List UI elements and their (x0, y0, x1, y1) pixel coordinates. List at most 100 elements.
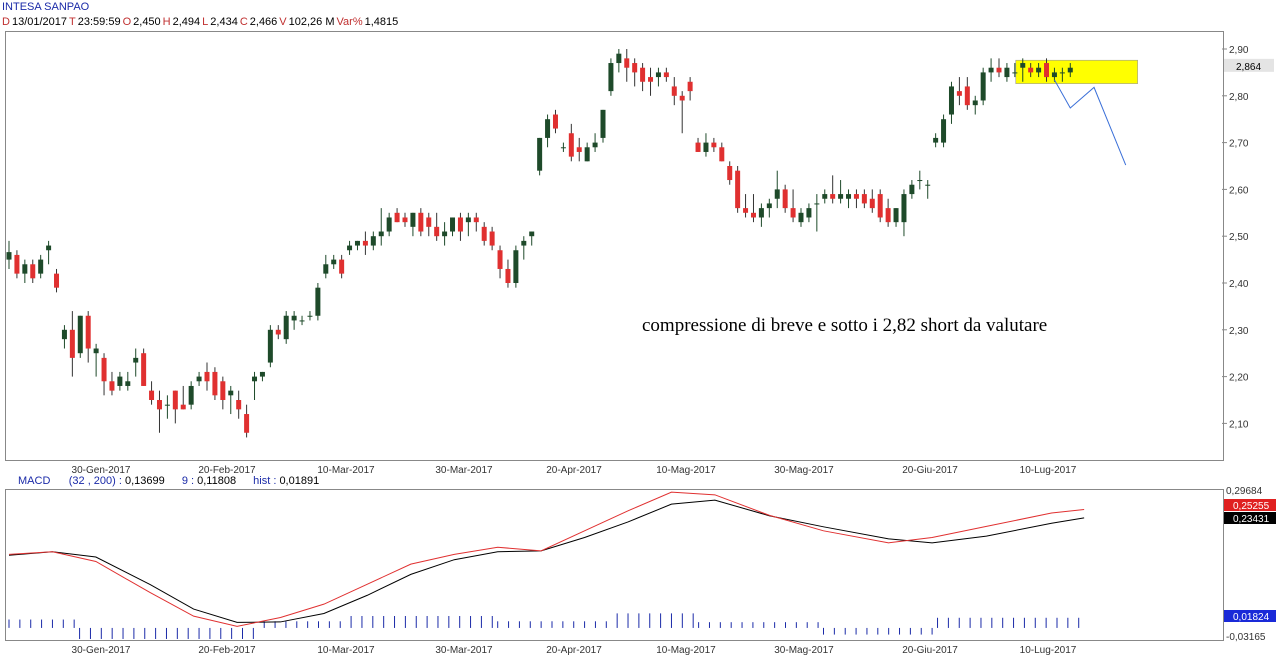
candle-body (77, 315, 83, 354)
candle (568, 123, 574, 162)
x-date-label: 20-Giu-2017 (902, 645, 958, 656)
candle-body (552, 114, 558, 129)
candle (830, 175, 836, 204)
candle-body (212, 371, 218, 396)
candle-body (972, 100, 978, 106)
candle (814, 194, 820, 232)
candle (679, 91, 685, 134)
candle-body (220, 381, 226, 400)
candle (6, 240, 12, 269)
y-tick-label: 2,10 (1229, 419, 1249, 430)
candle-body (632, 63, 638, 73)
ohlc-value-6: 102,26 M (288, 16, 335, 28)
candle (576, 137, 582, 162)
ohlc-key-3: H (162, 16, 171, 28)
macd-y-tick-label: -0,03165 (1226, 632, 1266, 643)
candle (521, 236, 527, 260)
candle (172, 390, 178, 424)
candle-body (410, 212, 416, 227)
candle (38, 254, 44, 279)
candle-body (838, 194, 844, 199)
candle-body (774, 189, 780, 199)
candle-body (442, 231, 448, 237)
candle (972, 95, 978, 115)
candle-body (980, 72, 986, 101)
candle-body (869, 198, 875, 209)
candle-body (481, 226, 487, 241)
macd-chart-panel[interactable] (5, 489, 1224, 641)
candle-body (917, 180, 923, 182)
candle-body (703, 142, 709, 152)
candle-body (93, 348, 99, 354)
candle (180, 385, 186, 410)
candle (774, 170, 780, 209)
candle (1044, 58, 1050, 82)
candle-body (30, 264, 36, 279)
candle-body (1059, 72, 1065, 74)
candle-body (291, 315, 297, 321)
candle-body (853, 194, 859, 199)
candle (30, 259, 36, 283)
candle-body (402, 217, 408, 223)
ohlc-key-7: Var% (336, 16, 363, 28)
x-date-label: 20-Apr-2017 (546, 465, 602, 476)
candle (782, 184, 788, 213)
candle-body (386, 217, 392, 232)
candle (196, 371, 202, 386)
candle (711, 137, 717, 152)
candle (624, 49, 630, 82)
candle (505, 259, 511, 288)
candle-body (141, 353, 147, 386)
candle-body (307, 315, 313, 317)
candle-body (133, 357, 139, 363)
candle-body (370, 236, 376, 246)
candle-body (244, 414, 250, 433)
candle-body (347, 245, 353, 251)
candle-body (909, 184, 915, 195)
last-price-badge (1224, 58, 1274, 72)
candle-body (933, 137, 939, 143)
ohlc-value-1: 23:59:59 (77, 16, 121, 28)
candle-body (14, 254, 20, 274)
ohlc-key-0: D (2, 16, 10, 28)
candle (93, 343, 99, 377)
candle (640, 63, 646, 92)
candle (236, 390, 242, 419)
price-chart-panel[interactable] (5, 31, 1224, 461)
candle (283, 311, 289, 344)
ohlc-value-0: 13/01/2017 (11, 16, 68, 28)
candle (450, 217, 456, 237)
candle (1020, 58, 1026, 82)
candle-body (109, 381, 115, 391)
ohlc-key-4: L (202, 16, 209, 28)
candle (703, 133, 709, 157)
candle (592, 133, 598, 152)
candle (14, 250, 20, 279)
candle (632, 58, 638, 87)
candle (354, 240, 360, 251)
x-date-label: 20-Feb-2017 (198, 465, 256, 476)
candle-body (782, 189, 788, 209)
candle-body (117, 376, 123, 386)
candle-body (1020, 63, 1026, 68)
candle-body (465, 217, 471, 223)
macd-lines (8, 491, 1085, 627)
candle (695, 137, 701, 152)
candle (402, 212, 408, 227)
x-date-label: 20-Feb-2017 (198, 645, 256, 656)
candle (410, 212, 416, 237)
candle-body (394, 212, 400, 223)
candle-body (545, 119, 551, 138)
candle (909, 180, 915, 199)
candle-body (172, 390, 178, 410)
candle-body (743, 208, 749, 213)
candle (616, 49, 622, 73)
candle (315, 283, 321, 321)
candle (291, 311, 297, 330)
ohlc-value-7: 1,4815 (364, 16, 399, 28)
candle-body (695, 142, 701, 152)
candle (671, 77, 677, 106)
projection-line (1054, 79, 1127, 166)
candle-body (513, 250, 519, 283)
candle-body (434, 226, 440, 237)
